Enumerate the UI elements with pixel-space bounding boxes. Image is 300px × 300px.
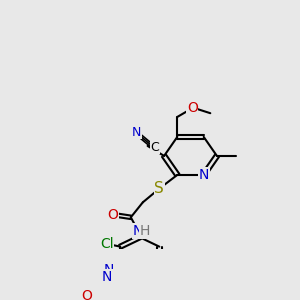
Text: N: N xyxy=(133,224,143,238)
Text: N: N xyxy=(131,126,141,139)
Text: O: O xyxy=(107,208,118,222)
Text: S: S xyxy=(154,181,164,196)
Text: N: N xyxy=(199,168,209,182)
Text: N: N xyxy=(103,263,113,277)
Text: O: O xyxy=(187,101,198,115)
Text: Cl: Cl xyxy=(100,237,114,251)
Text: O: O xyxy=(81,290,92,300)
Text: N: N xyxy=(102,270,112,283)
Text: C: C xyxy=(150,141,159,154)
Text: H: H xyxy=(140,224,150,238)
